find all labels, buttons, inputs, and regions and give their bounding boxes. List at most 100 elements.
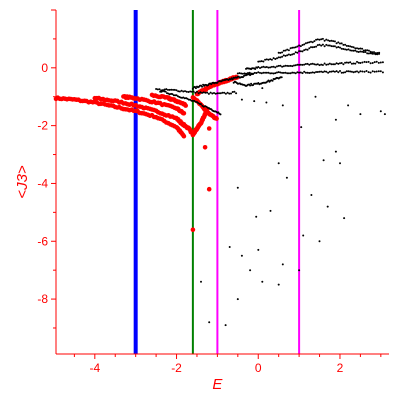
data-point	[335, 62, 338, 65]
data-point	[310, 63, 312, 65]
data-point	[310, 71, 312, 74]
data-point	[202, 91, 205, 94]
data-point	[359, 47, 362, 50]
data-point	[345, 61, 348, 64]
data-point	[259, 60, 261, 63]
data-point	[376, 52, 379, 54]
data-point	[196, 90, 198, 93]
data-point	[318, 38, 321, 41]
data-point	[219, 92, 222, 95]
data-point	[369, 52, 372, 55]
data-point	[342, 43, 345, 46]
data-point	[352, 49, 355, 52]
data-point	[299, 50, 302, 53]
data-point	[349, 61, 352, 64]
data-point	[328, 62, 331, 65]
data-point	[359, 50, 362, 53]
data-point	[340, 42, 343, 45]
data-point	[367, 49, 370, 52]
data-point	[342, 63, 345, 66]
data-point	[311, 62, 314, 65]
data-point	[200, 280, 202, 283]
data-point	[187, 91, 190, 93]
data-point	[299, 45, 302, 48]
data-point	[361, 70, 364, 73]
data-point	[286, 72, 289, 75]
data-point	[206, 91, 209, 94]
data-point	[327, 39, 330, 42]
data-point	[260, 60, 263, 63]
data-point	[281, 51, 284, 54]
data-point	[293, 46, 295, 49]
data-point	[282, 65, 285, 68]
data-point	[367, 52, 370, 55]
data-point	[269, 209, 272, 212]
data-point	[259, 67, 261, 69]
data-point	[267, 58, 270, 61]
data-point	[350, 49, 353, 52]
data-point	[328, 70, 331, 73]
data-point	[167, 88, 169, 91]
data-point	[260, 72, 263, 75]
data-point	[366, 49, 369, 52]
data-point	[262, 65, 265, 68]
data-point	[313, 71, 316, 74]
data-point	[308, 47, 311, 50]
data-point	[343, 217, 346, 220]
data-point	[289, 72, 292, 75]
data-point	[294, 72, 297, 75]
data-point	[361, 50, 364, 53]
data-point	[270, 58, 273, 61]
data-point	[264, 71, 267, 74]
data-point	[276, 65, 278, 68]
data-point	[202, 145, 208, 150]
data-point	[293, 71, 295, 74]
data-point	[296, 45, 299, 48]
data-point	[363, 70, 366, 73]
data-point	[216, 92, 219, 95]
data-point	[204, 91, 207, 94]
data-point	[318, 70, 321, 73]
data-point	[281, 65, 284, 68]
y-tick-label: -2	[37, 119, 48, 133]
y-tick-label: -4	[37, 176, 48, 190]
data-point	[286, 48, 289, 51]
data-point	[381, 61, 384, 64]
data-point	[339, 70, 341, 72]
data-point	[296, 63, 299, 66]
data-point	[311, 71, 314, 74]
data-point	[284, 54, 287, 57]
data-point	[267, 66, 270, 69]
data-point	[279, 71, 282, 74]
data-point	[261, 280, 264, 283]
data-point	[199, 91, 202, 94]
data-point	[315, 71, 318, 73]
data-point	[333, 63, 336, 66]
data-point	[281, 263, 284, 266]
data-point	[284, 49, 287, 52]
data-point	[240, 98, 243, 101]
data-point	[194, 91, 197, 94]
data-point	[379, 110, 382, 113]
data-point	[375, 70, 378, 73]
data-point	[308, 41, 311, 44]
data-point	[311, 46, 314, 49]
data-point	[327, 44, 330, 47]
data-point	[373, 61, 376, 64]
data-point	[254, 68, 257, 70]
data-point	[352, 71, 355, 74]
data-point	[238, 72, 241, 75]
data-point	[294, 46, 297, 49]
data-point	[164, 90, 167, 93]
data-point	[243, 72, 246, 75]
data-point	[373, 52, 375, 55]
data-point	[274, 66, 277, 69]
data-point	[330, 45, 333, 48]
data-point	[377, 70, 380, 73]
data-point	[349, 70, 352, 73]
data-point	[304, 48, 307, 51]
data-point	[231, 78, 234, 81]
data-point	[165, 88, 168, 91]
data-point	[294, 51, 297, 54]
data-point	[286, 64, 289, 67]
